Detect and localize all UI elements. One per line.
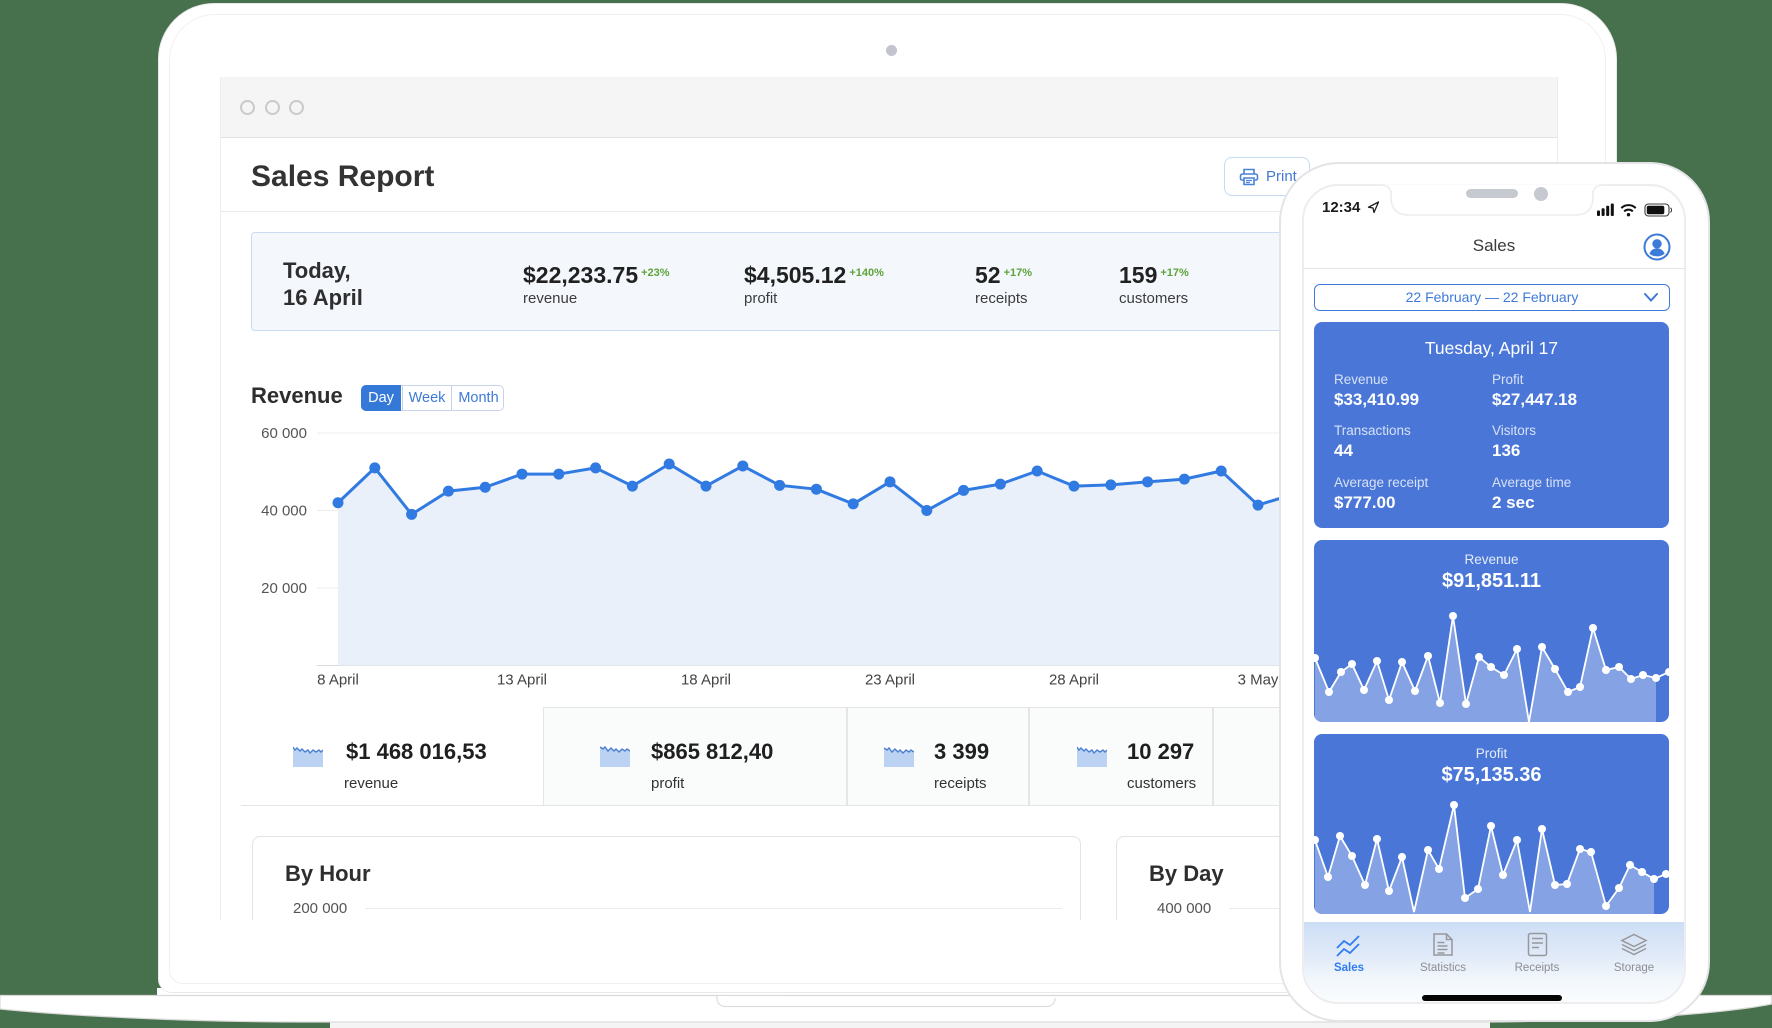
svg-text:18 April: 18 April (681, 672, 731, 689)
svg-text:60 000: 60 000 (261, 425, 307, 442)
svg-text:23 April: 23 April (865, 672, 915, 689)
svg-text:3 May: 3 May (1238, 672, 1279, 689)
svg-text:8 April: 8 April (317, 672, 359, 689)
svg-text:40 000: 40 000 (261, 503, 307, 520)
svg-text:20 000: 20 000 (261, 580, 307, 597)
svg-text:28 April: 28 April (1049, 672, 1099, 689)
svg-text:13 April: 13 April (497, 672, 547, 689)
